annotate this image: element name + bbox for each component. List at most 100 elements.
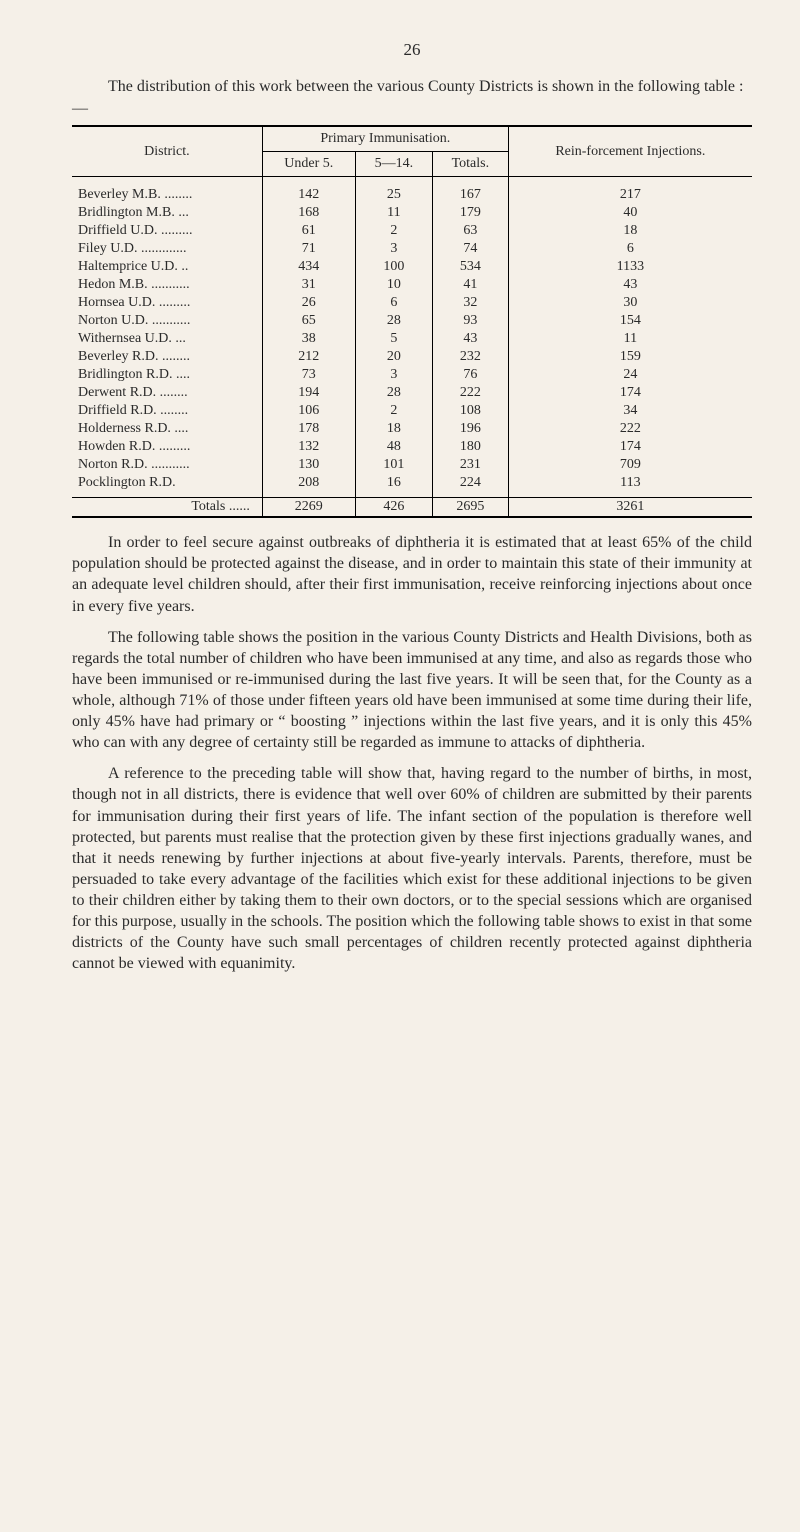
row-514: 2	[355, 402, 432, 420]
row-514: 28	[355, 312, 432, 330]
row-label: Norton R.D. ...........	[72, 456, 262, 474]
row-rein: 709	[508, 456, 752, 474]
row-label: Hedon M.B. ...........	[72, 276, 262, 294]
row-rein: 154	[508, 312, 752, 330]
row-514: 16	[355, 474, 432, 498]
row-tot: 76	[432, 366, 508, 384]
row-514: 25	[355, 177, 432, 205]
table-row: Filey U.D. .............713746	[72, 240, 752, 258]
row-u5: 178	[262, 420, 355, 438]
row-u5: 212	[262, 348, 355, 366]
col-under5: Under 5.	[262, 152, 355, 177]
page-number: 26	[72, 40, 752, 60]
row-tot: 43	[432, 330, 508, 348]
table-row: Beverley M.B. ........14225167217	[72, 177, 752, 205]
row-u5: 71	[262, 240, 355, 258]
totals-rein: 3261	[508, 498, 752, 518]
row-tot: 74	[432, 240, 508, 258]
row-tot: 41	[432, 276, 508, 294]
row-tot: 222	[432, 384, 508, 402]
row-tot: 196	[432, 420, 508, 438]
row-rein: 24	[508, 366, 752, 384]
table-row: Hedon M.B. ...........31104143	[72, 276, 752, 294]
row-rein: 30	[508, 294, 752, 312]
row-label: Hornsea U.D. .........	[72, 294, 262, 312]
row-514: 11	[355, 204, 432, 222]
table-row: Howden R.D. .........13248180174	[72, 438, 752, 456]
row-514: 6	[355, 294, 432, 312]
row-tot: 108	[432, 402, 508, 420]
row-rein: 40	[508, 204, 752, 222]
row-rein: 43	[508, 276, 752, 294]
table-row: Derwent R.D. ........19428222174	[72, 384, 752, 402]
table-row: Pocklington R.D.20816224113	[72, 474, 752, 498]
table-row: Norton R.D. ...........130101231709	[72, 456, 752, 474]
row-u5: 194	[262, 384, 355, 402]
row-rein: 159	[508, 348, 752, 366]
page: 26 The distribution of this work between…	[0, 0, 800, 1024]
row-tot: 224	[432, 474, 508, 498]
table-row: Driffield R.D. ........106210834	[72, 402, 752, 420]
row-tot: 93	[432, 312, 508, 330]
row-tot: 63	[432, 222, 508, 240]
row-u5: 73	[262, 366, 355, 384]
row-tot: 179	[432, 204, 508, 222]
row-u5: 130	[262, 456, 355, 474]
row-tot: 232	[432, 348, 508, 366]
row-label: Withernsea U.D. ...	[72, 330, 262, 348]
row-label: Howden R.D. .........	[72, 438, 262, 456]
row-rein: 34	[508, 402, 752, 420]
row-u5: 26	[262, 294, 355, 312]
row-rein: 113	[508, 474, 752, 498]
row-u5: 31	[262, 276, 355, 294]
row-514: 20	[355, 348, 432, 366]
row-rein: 174	[508, 438, 752, 456]
paragraph-1: In order to feel secure against outbreak…	[72, 532, 752, 616]
row-label: Haltemprice U.D. ..	[72, 258, 262, 276]
row-514: 18	[355, 420, 432, 438]
row-u5: 168	[262, 204, 355, 222]
row-u5: 65	[262, 312, 355, 330]
row-label: Bridlington R.D. ....	[72, 366, 262, 384]
row-u5: 208	[262, 474, 355, 498]
row-rein: 222	[508, 420, 752, 438]
row-u5: 142	[262, 177, 355, 205]
row-tot: 32	[432, 294, 508, 312]
row-514: 10	[355, 276, 432, 294]
row-label: Beverley R.D. ........	[72, 348, 262, 366]
row-514: 5	[355, 330, 432, 348]
table-row: Haltemprice U.D. ..4341005341133	[72, 258, 752, 276]
table-row: Driffield U.D. .........6126318	[72, 222, 752, 240]
row-rein: 18	[508, 222, 752, 240]
row-tot: 231	[432, 456, 508, 474]
row-514: 48	[355, 438, 432, 456]
row-label: Beverley M.B. ........	[72, 177, 262, 205]
row-label: Driffield U.D. .........	[72, 222, 262, 240]
intro-text: The distribution of this work between th…	[72, 76, 752, 119]
paragraph-3: A reference to the preceding table will …	[72, 763, 752, 974]
row-514: 3	[355, 366, 432, 384]
totals-label: Totals ......	[72, 498, 262, 518]
row-rein: 174	[508, 384, 752, 402]
row-u5: 106	[262, 402, 355, 420]
row-514: 28	[355, 384, 432, 402]
table-row: Bridlington M.B. ...1681117940	[72, 204, 752, 222]
row-label: Pocklington R.D.	[72, 474, 262, 498]
table-row: Beverley R.D. ........21220232159	[72, 348, 752, 366]
row-tot: 167	[432, 177, 508, 205]
row-rein: 1133	[508, 258, 752, 276]
immunisation-table: District. Primary Immunisation. Rein-for…	[72, 125, 752, 518]
row-u5: 434	[262, 258, 355, 276]
row-rein: 11	[508, 330, 752, 348]
col-rein: Rein-forcement Injections.	[508, 126, 752, 177]
table-row: Norton U.D. ...........652893154	[72, 312, 752, 330]
row-label: Bridlington M.B. ...	[72, 204, 262, 222]
row-label: Filey U.D. .............	[72, 240, 262, 258]
row-tot: 180	[432, 438, 508, 456]
row-u5: 132	[262, 438, 355, 456]
col-primary: Primary Immunisation.	[262, 126, 508, 152]
paragraph-2: The following table shows the position i…	[72, 627, 752, 754]
totals-514: 426	[355, 498, 432, 518]
row-tot: 534	[432, 258, 508, 276]
table-row: Bridlington R.D. ....7337624	[72, 366, 752, 384]
